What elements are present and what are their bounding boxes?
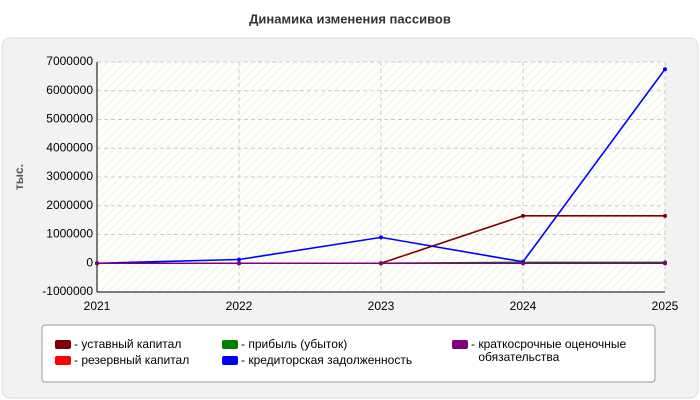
x-tick-label: 2021 [84, 299, 111, 313]
point [521, 213, 525, 218]
x-tick-label: 2025 [652, 299, 679, 313]
legend-label: кредиторская задолженность [248, 353, 413, 367]
point [663, 261, 667, 266]
legend-swatch [452, 340, 468, 349]
y-tick-label: 3000000 [46, 169, 93, 183]
point [237, 261, 241, 266]
point [521, 261, 525, 266]
legend-item[interactable]: - уставный капитал [55, 338, 181, 351]
legend-item[interactable]: - краткосрочные оценочные обязательства [452, 338, 642, 364]
point [379, 235, 383, 240]
y-axis-label: тыс. [12, 164, 26, 190]
y-tick-label: 4000000 [46, 140, 93, 154]
y-tick-label: 6000000 [46, 83, 93, 97]
legend-item[interactable]: - кредиторская задолженность [222, 354, 412, 367]
legend-item[interactable]: - резервный капитал [55, 354, 189, 367]
y-tick-label: 5000000 [46, 112, 93, 126]
x-tick-label: 2023 [368, 299, 395, 313]
point [95, 261, 99, 266]
legend-label: прибыль (убыток) [248, 337, 348, 351]
y-tick-label: 2000000 [46, 198, 93, 212]
legend-label: краткосрочные оценочные обязательства [478, 337, 627, 364]
legend-label: резервный капитал [81, 353, 190, 367]
y-tick-label: 0 [86, 255, 93, 269]
legend-label: уставный капитал [81, 337, 182, 351]
legend-box [41, 324, 656, 383]
legend-item[interactable]: - прибыль (убыток) [222, 338, 347, 351]
point [663, 67, 667, 72]
x-tick-label: 2022 [226, 299, 253, 313]
legend-swatch [222, 356, 238, 365]
legend-swatch [55, 340, 71, 349]
y-tick-label: -1000000 [42, 284, 93, 298]
legend-swatch [55, 356, 71, 365]
y-tick-label: 1000000 [46, 227, 93, 241]
point [663, 213, 667, 218]
y-tick-label: 7000000 [46, 54, 93, 68]
legend-swatch [222, 340, 238, 349]
chart-title: Динамика изменения пассивов [249, 11, 451, 26]
point [237, 257, 241, 262]
point [379, 261, 383, 266]
x-tick-label: 2024 [510, 299, 537, 313]
